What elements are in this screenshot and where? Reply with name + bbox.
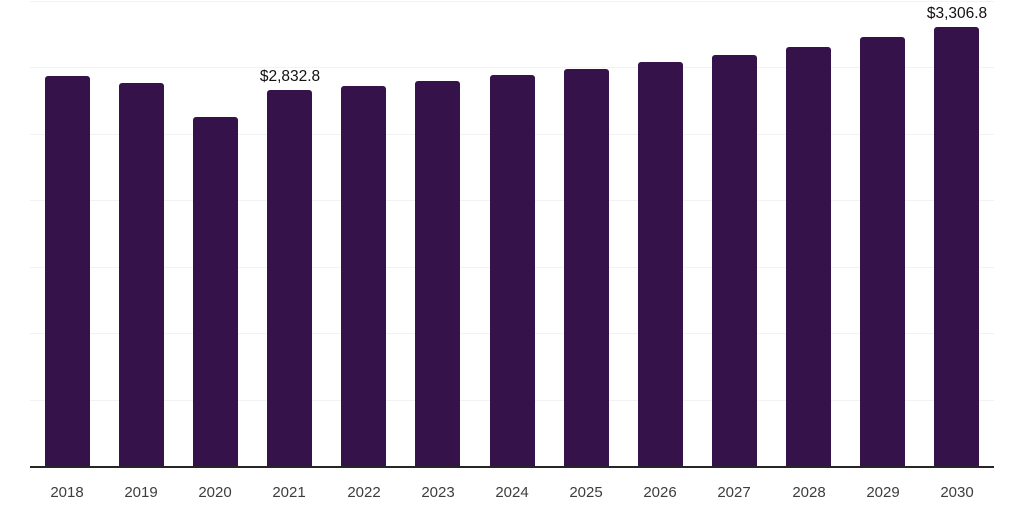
x-tick-label: 2018	[50, 484, 84, 501]
bar-2029	[860, 37, 905, 466]
bar-2025	[564, 69, 609, 466]
x-tick-label: 2021	[272, 484, 306, 501]
bar-2021	[267, 90, 312, 466]
x-tick-label: 2022	[347, 484, 381, 501]
x-tick-label: 2020	[198, 484, 232, 501]
x-axis-line	[30, 466, 994, 468]
x-tick-label: 2028	[792, 484, 826, 501]
x-tick-label: 2027	[717, 484, 751, 501]
x-tick-label: 2019	[124, 484, 158, 501]
bar-2020	[193, 117, 238, 466]
bar-2023	[415, 81, 460, 466]
x-tick-label: 2030	[940, 484, 974, 501]
gridline	[30, 67, 994, 68]
x-tick-label: 2023	[421, 484, 455, 501]
gridline	[30, 1, 994, 2]
bar-2018	[45, 76, 90, 466]
bar-2027	[712, 55, 757, 466]
x-tick-label: 2029	[866, 484, 900, 501]
bar-2028	[786, 47, 831, 466]
x-tick-label: 2025	[569, 484, 603, 501]
data-label-2030: $3,306.8	[926, 5, 988, 22]
bar-2019	[119, 83, 164, 466]
x-tick-label: 2024	[495, 484, 529, 501]
bar-2026	[638, 62, 683, 466]
bar-2022	[341, 86, 386, 466]
bar-2024	[490, 75, 535, 466]
data-label-2021: $2,832.8	[259, 68, 321, 85]
bar-2030	[934, 27, 979, 466]
x-tick-label: 2026	[643, 484, 677, 501]
